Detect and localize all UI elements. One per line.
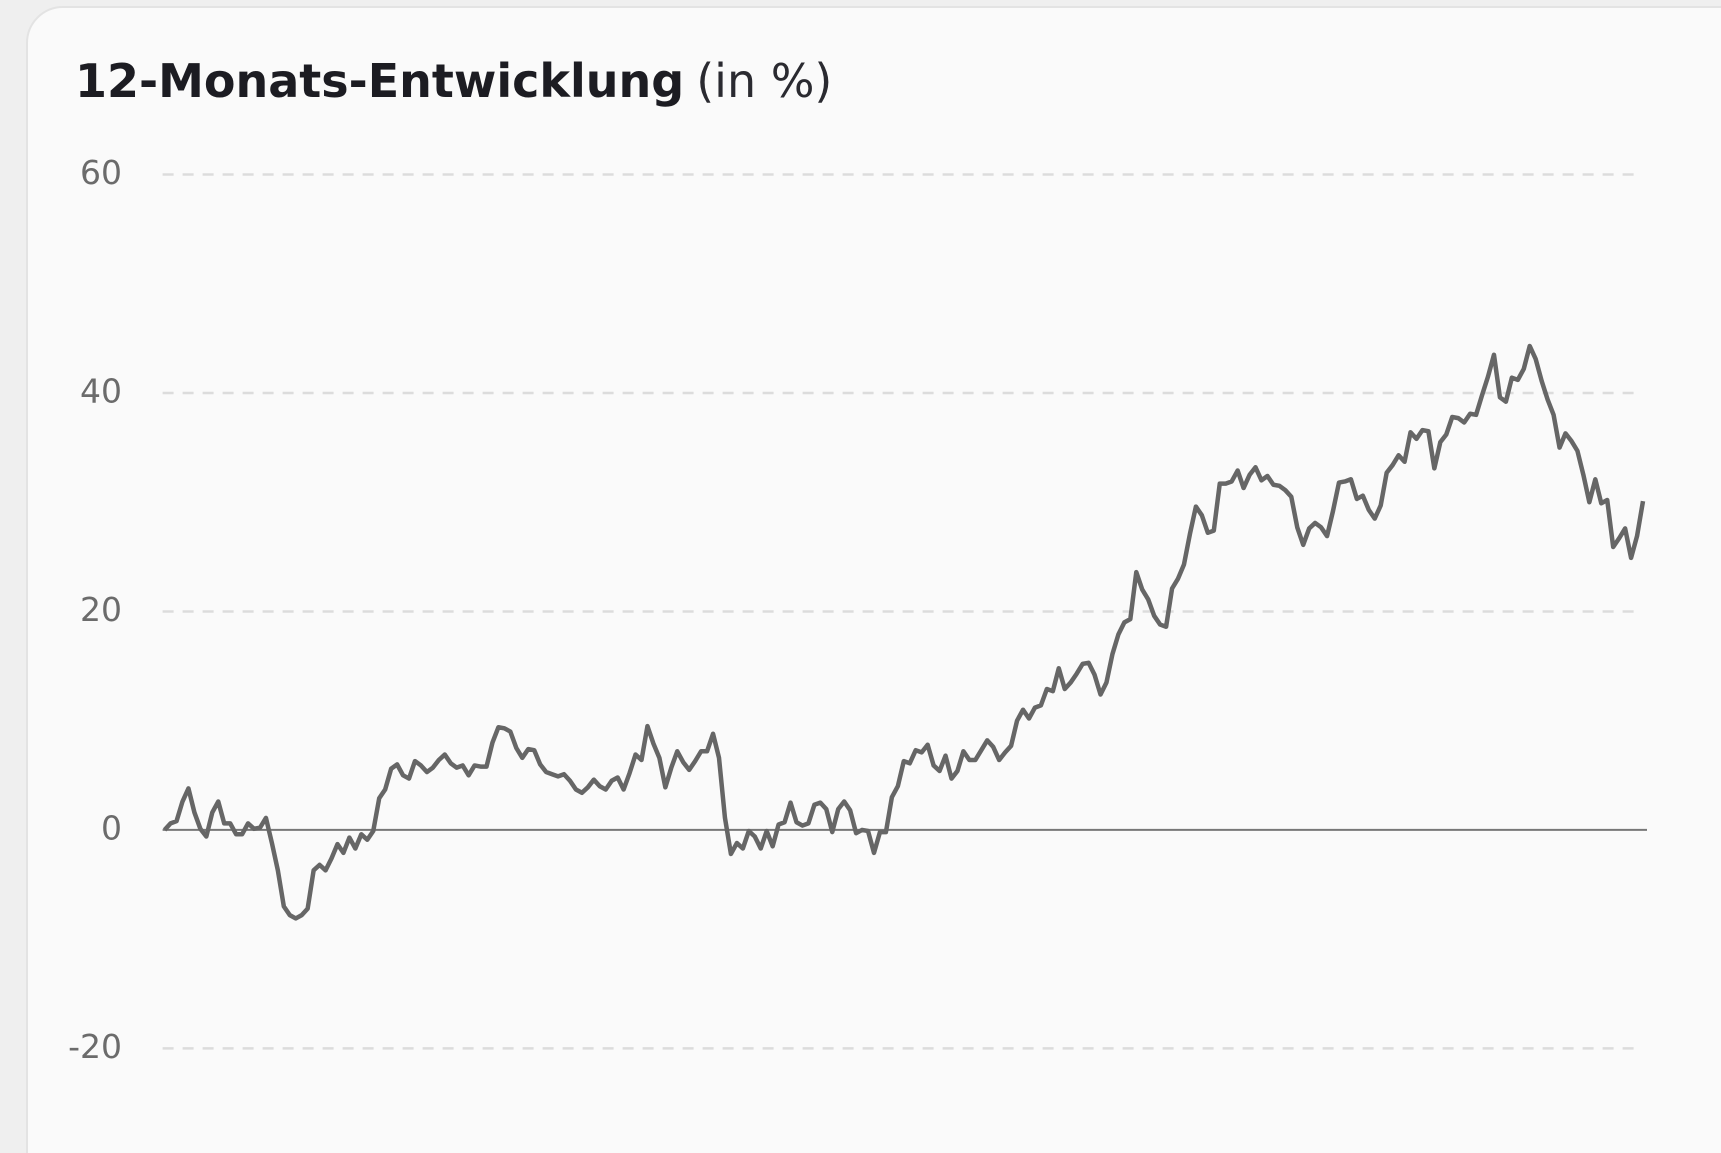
- chart-unit: (in %): [696, 54, 832, 108]
- chart-title-wrap: 12-Monats-Entwicklung (in %): [75, 54, 832, 108]
- y-tick-label: 0: [101, 808, 122, 847]
- line-series: [162, 343, 1646, 921]
- y-tick-label: 20: [80, 590, 122, 629]
- y-tick-label: -20: [68, 1027, 122, 1066]
- chart-title: 12-Monats-Entwicklung: [75, 54, 684, 108]
- card: [26, 6, 1721, 1153]
- y-tick-label: 40: [80, 371, 122, 410]
- y-tick-label: 60: [80, 153, 122, 192]
